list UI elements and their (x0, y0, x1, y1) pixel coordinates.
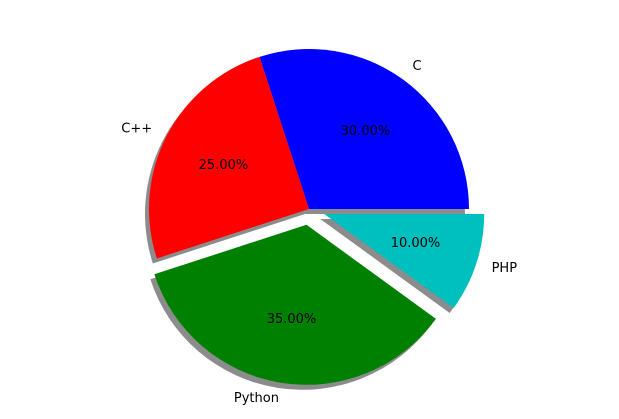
slice-php (324, 213, 485, 308)
slice-label-c: C (412, 59, 421, 74)
slice-label-python: Python (234, 391, 279, 406)
slice-percent-python: 35.00% (267, 312, 317, 327)
slice-c (259, 48, 470, 210)
slice-percent-cplusplus: 25.00% (199, 158, 249, 173)
slice-cplusplus (148, 56, 309, 259)
pie-labels: C 30.00% C++ 25.00% Python 35.00% PHP 10.00% (121, 59, 517, 406)
slice-label-cplusplus: C++ (121, 122, 152, 137)
slice-label-php: PHP (492, 261, 518, 276)
pie-slices (148, 48, 485, 385)
slice-python (154, 224, 436, 385)
slice-percent-php: 10.00% (391, 236, 441, 251)
slice-percent-c: 30.00% (341, 124, 391, 139)
